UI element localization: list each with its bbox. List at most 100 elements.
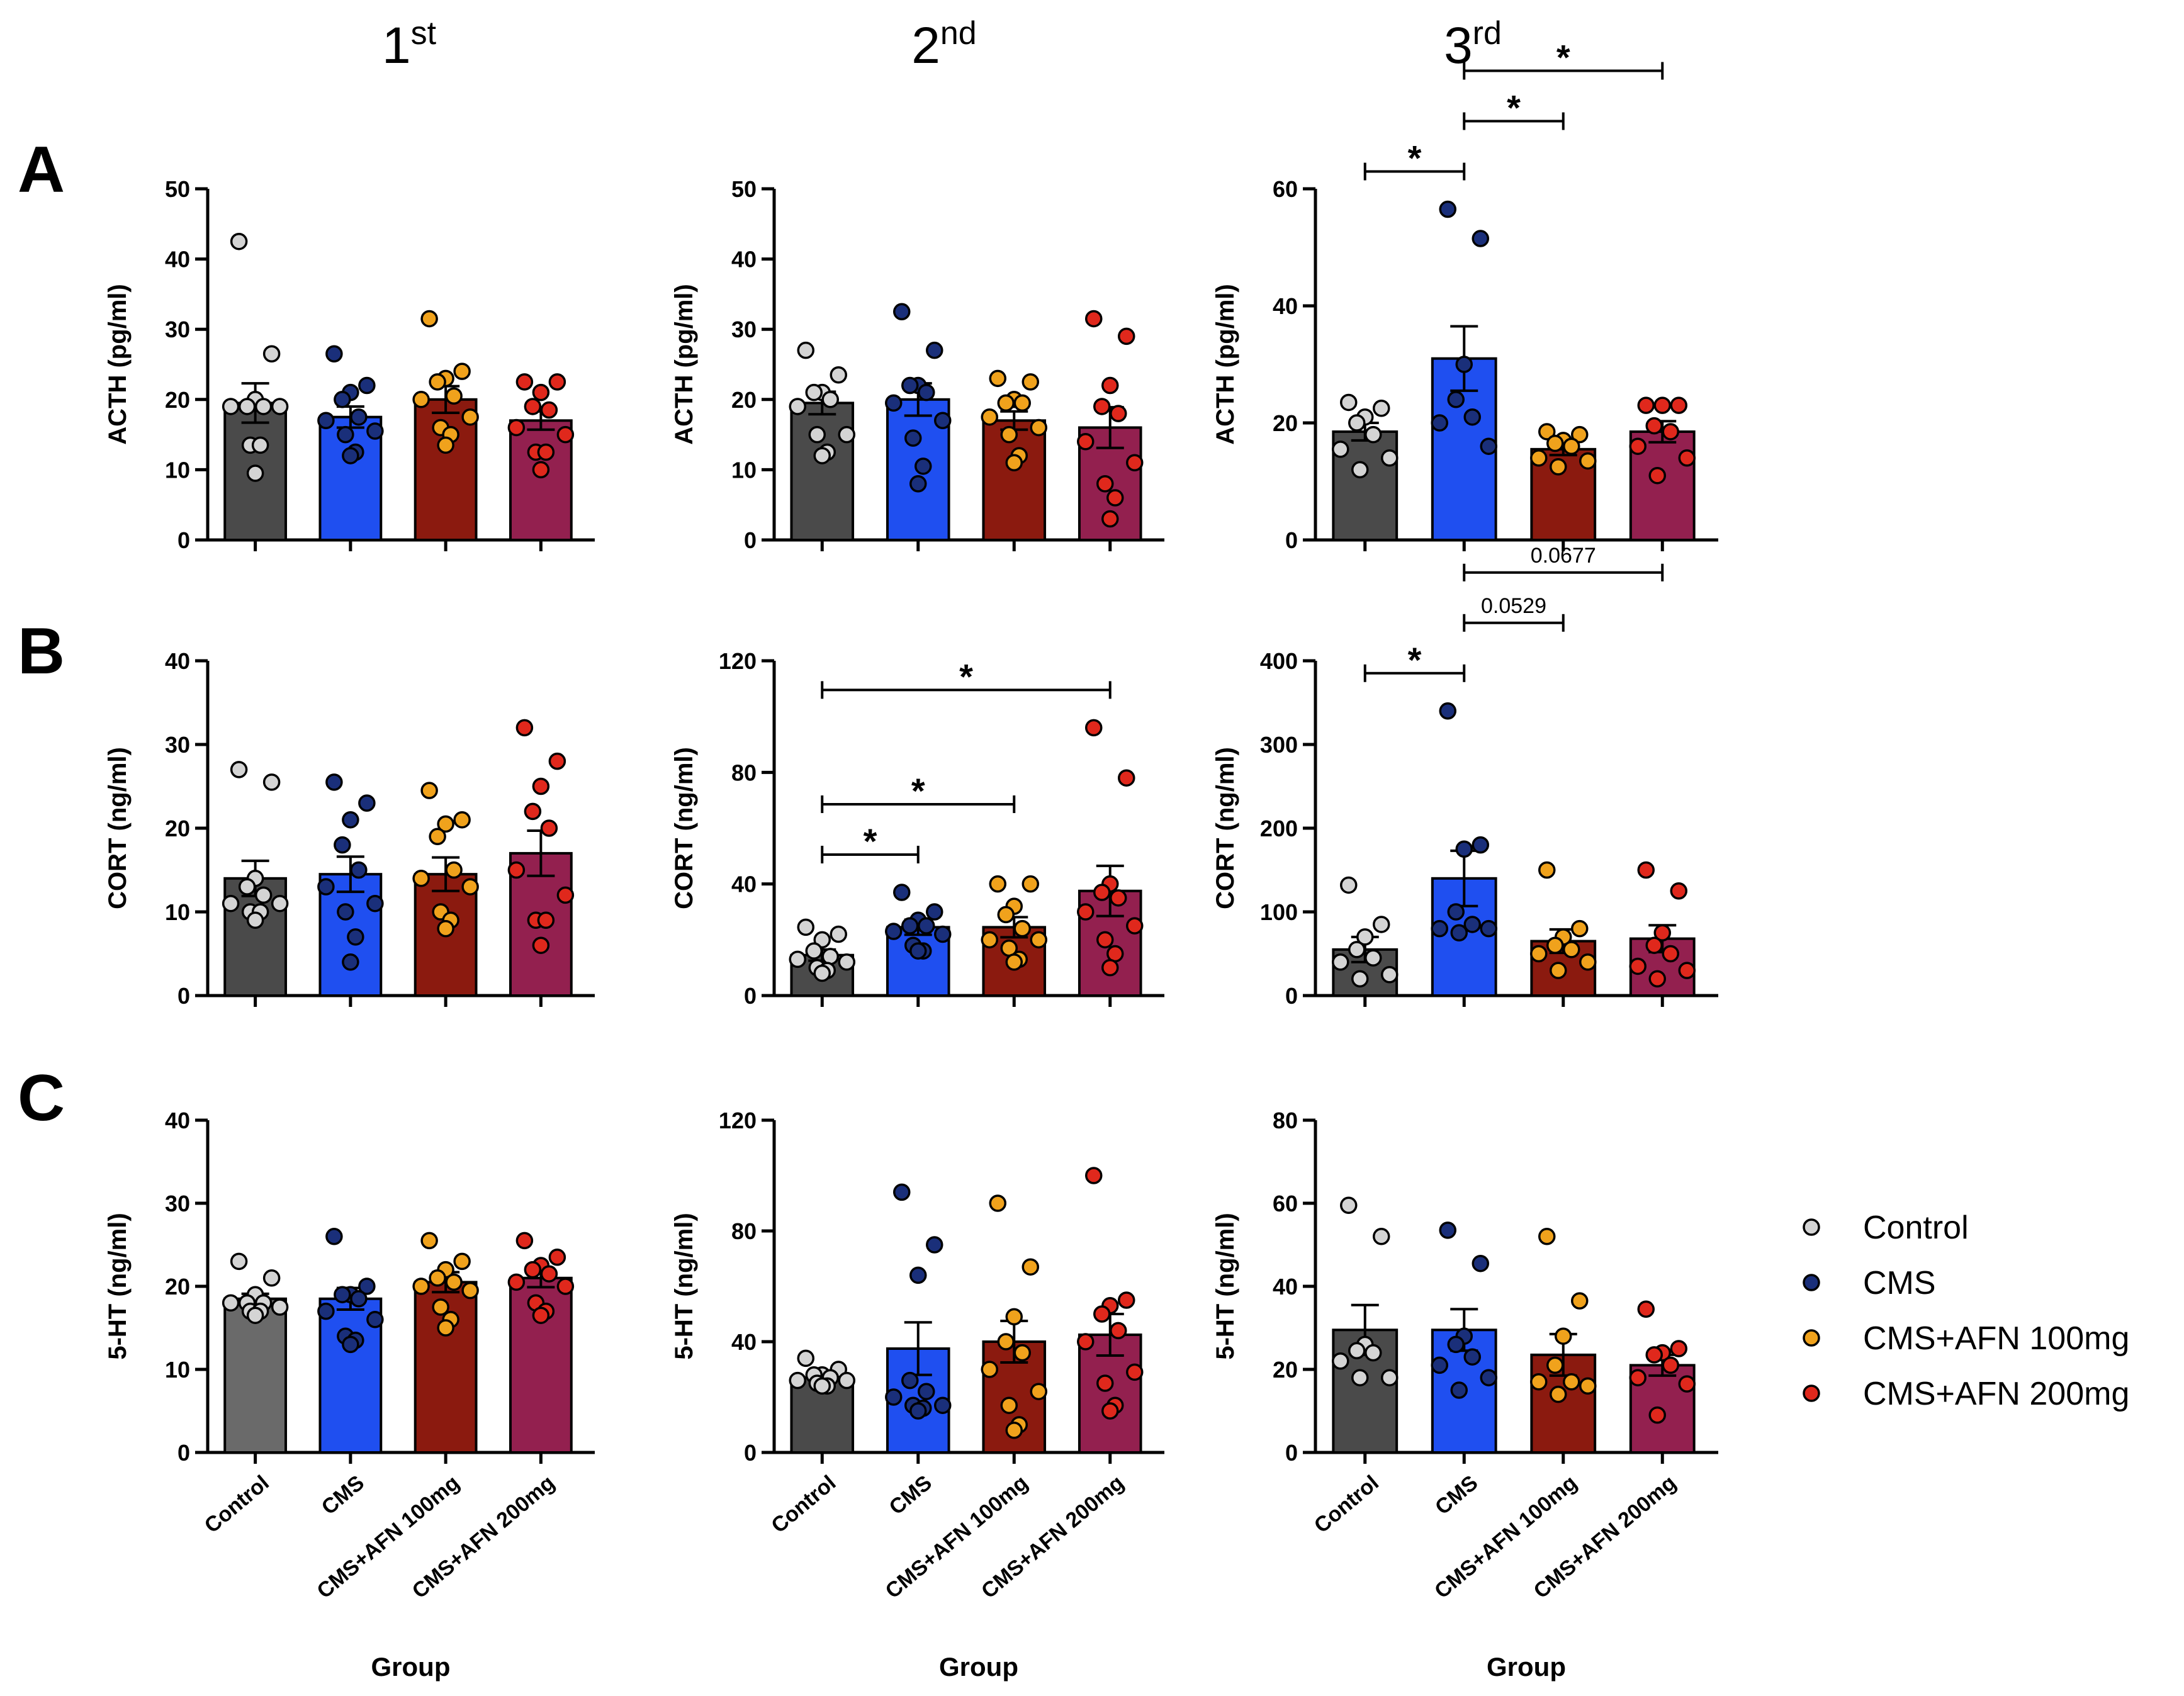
significance-star: *	[864, 821, 877, 861]
data-point	[813, 1377, 831, 1395]
x-category-label: Control	[1310, 1471, 1383, 1538]
data-point	[909, 475, 927, 493]
data-point	[1096, 931, 1114, 949]
y-tick-label: 80	[731, 760, 757, 785]
bar-1	[790, 402, 855, 541]
column-header-suffix: st	[411, 15, 437, 52]
data-point	[524, 1261, 542, 1279]
y-tick-label: 40	[165, 648, 190, 674]
data-point	[1538, 423, 1556, 441]
data-point	[342, 811, 359, 829]
data-point	[271, 398, 289, 415]
data-point	[813, 964, 831, 982]
data-point	[1351, 970, 1369, 988]
data-point	[926, 903, 943, 921]
data-point	[1447, 903, 1465, 921]
data-point	[1662, 945, 1679, 963]
x-axis-title: Group	[371, 1652, 451, 1682]
data-point	[901, 1371, 919, 1390]
column-header-number: 3	[1444, 17, 1473, 74]
panel-b-1: 0 10 20 30 40 CORT (ng/ml)	[104, 648, 595, 1009]
data-point	[246, 1306, 264, 1324]
data-point	[909, 1266, 927, 1284]
data-point	[1480, 919, 1497, 938]
data-point	[904, 429, 922, 447]
column-header-2: 2nd	[911, 15, 976, 74]
y-tick-label: 50	[165, 176, 190, 202]
y-tick-label: 200	[1260, 816, 1298, 841]
y-tick-label: 0	[177, 983, 190, 1009]
data-point	[1110, 889, 1127, 907]
data-point	[1546, 434, 1564, 452]
data-point	[532, 383, 550, 402]
y-axis-label: 5-HT (ng/ml)	[104, 1213, 132, 1359]
data-point	[246, 911, 264, 929]
data-point	[429, 828, 446, 846]
data-point	[1022, 373, 1039, 391]
data-point	[808, 425, 826, 444]
data-point	[1472, 1254, 1489, 1272]
y-tick-label: 80	[731, 1218, 757, 1244]
column-header-number: 2	[911, 17, 940, 74]
data-point	[445, 1273, 463, 1291]
data-point	[507, 1273, 526, 1291]
y-tick-label: 0	[1285, 527, 1298, 553]
data-point	[1579, 953, 1597, 971]
y-tick-label: 40	[165, 1108, 190, 1133]
data-point	[1085, 1167, 1103, 1184]
data-point	[254, 398, 273, 415]
data-point	[989, 369, 1006, 388]
data-point	[1648, 466, 1666, 485]
data-point	[1550, 1385, 1567, 1403]
data-point	[461, 878, 479, 896]
data-point	[453, 362, 471, 380]
data-point	[1670, 882, 1687, 900]
data-point	[453, 811, 471, 829]
data-point	[1463, 408, 1481, 426]
y-tick-label: 400	[1260, 648, 1298, 674]
data-point	[1077, 433, 1095, 451]
data-point	[1431, 1356, 1448, 1374]
data-point	[420, 782, 438, 799]
row-letter-b: B	[18, 615, 65, 688]
data-point	[838, 1371, 855, 1390]
y-tick-label: 30	[165, 317, 190, 342]
data-point	[317, 1302, 335, 1320]
data-point	[1126, 917, 1144, 935]
data-point	[524, 398, 542, 415]
data-point	[1439, 1221, 1456, 1239]
y-tick-label: 30	[731, 317, 757, 342]
y-tick-label: 0	[744, 1440, 757, 1466]
data-point	[838, 425, 855, 444]
data-point	[934, 1396, 952, 1414]
data-point	[461, 1281, 479, 1300]
y-tick-label: 40	[731, 872, 757, 897]
data-point	[1365, 425, 1382, 444]
data-point	[821, 391, 839, 408]
significance-star: *	[1408, 138, 1422, 178]
data-point	[909, 1402, 927, 1420]
y-tick-label: 10	[165, 1357, 190, 1383]
data-point	[893, 884, 911, 901]
data-point	[926, 341, 943, 359]
x-category-label: Control	[767, 1471, 840, 1538]
data-point	[1662, 423, 1679, 441]
data-point	[981, 408, 998, 426]
y-tick-label: 60	[1273, 1191, 1298, 1216]
data-point	[1030, 1383, 1047, 1400]
data-point	[1101, 1402, 1119, 1420]
y-tick-label: 0	[177, 1440, 190, 1466]
data-point	[540, 401, 558, 419]
data-point	[1648, 970, 1666, 988]
data-point	[1118, 327, 1135, 345]
data-point	[325, 1228, 343, 1245]
data-point	[262, 1269, 281, 1287]
data-point	[981, 931, 998, 949]
data-point	[445, 387, 463, 405]
data-point	[1373, 1228, 1390, 1245]
significance-star: *	[1408, 640, 1422, 680]
y-axis-label: ACTH (pg/ml)	[670, 284, 698, 445]
data-point	[1645, 417, 1663, 435]
